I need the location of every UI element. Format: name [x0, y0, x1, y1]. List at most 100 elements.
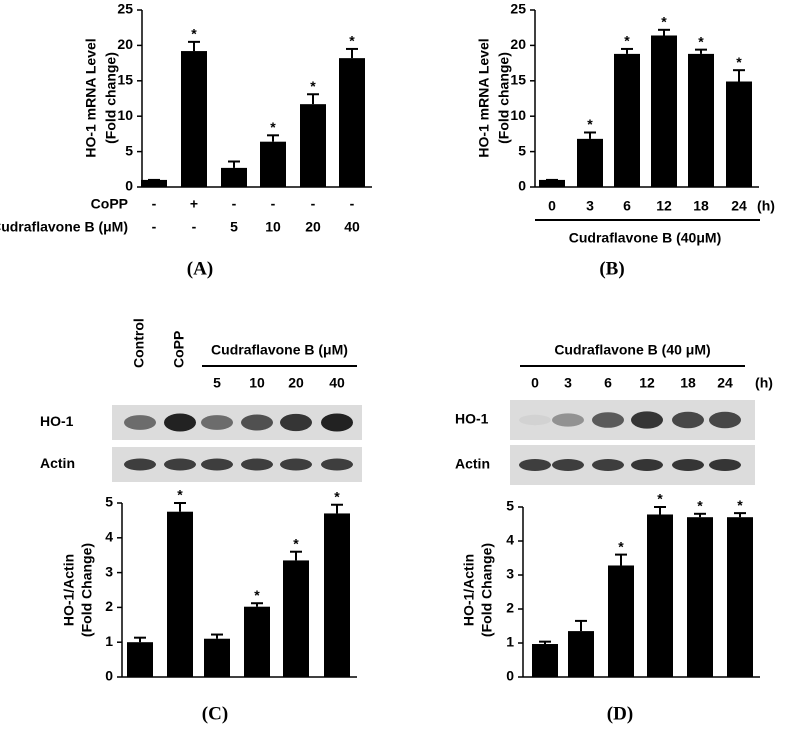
y-tick-label: 5: [518, 142, 526, 158]
blot-band: [592, 459, 624, 471]
x-row-value: 10: [265, 219, 281, 235]
x-tick-label: 0: [548, 198, 556, 214]
bar: [687, 517, 713, 677]
blot-band: [241, 458, 273, 471]
bar: [727, 517, 753, 677]
y-tick-label: 20: [510, 36, 526, 52]
blot-row-label: Actin: [40, 455, 75, 471]
y-axis-label: HO-1 mRNA Level: [83, 38, 99, 157]
significance-mark: *: [349, 33, 355, 49]
blot-band: [164, 458, 196, 471]
x-row-value: -: [232, 196, 237, 212]
lane-label: 10: [249, 375, 265, 391]
bar: [244, 606, 270, 677]
blot-band: [124, 415, 156, 430]
blot-band: [201, 415, 233, 430]
blot-band: [631, 411, 663, 429]
x-unit: (h): [757, 198, 775, 214]
bar: [532, 644, 558, 677]
y-tick-label: 1: [506, 634, 514, 650]
significance-mark: *: [624, 33, 630, 49]
significance-mark: *: [618, 538, 624, 554]
significance-mark: *: [661, 14, 667, 30]
bar: [127, 642, 153, 677]
x-row-value: -: [311, 196, 316, 212]
bar: [283, 560, 309, 677]
y-tick-label: 4: [506, 532, 514, 548]
x-row-value: -: [152, 196, 157, 212]
bar: [221, 167, 247, 187]
y-tick-label: 25: [117, 1, 133, 17]
group-label: Cudraflavone B (μM): [211, 342, 348, 358]
y-axis-label: HO-1 mRNA Level: [476, 38, 492, 157]
y-tick-label: 25: [510, 1, 526, 17]
x-axis-label: Cudraflavone B (40μM): [569, 230, 721, 246]
y-axis-label: (Fold change): [103, 52, 119, 144]
lane-label: 20: [288, 375, 304, 391]
x-row-value: -: [271, 196, 276, 212]
bar: [339, 58, 365, 188]
panel-label: (C): [202, 703, 228, 724]
x-row-label: Cudraflavone B (μM): [0, 219, 128, 235]
blot-band: [280, 458, 312, 471]
lane-unit: (h): [755, 375, 773, 391]
blot-band: [321, 413, 353, 432]
blot-row-label: HO-1: [455, 411, 489, 427]
bar: [204, 638, 230, 677]
lane-label: 40: [329, 375, 345, 391]
significance-mark: *: [293, 535, 299, 551]
significance-mark: *: [334, 488, 340, 504]
x-tick-label: 12: [656, 198, 672, 214]
group-label: Cudraflavone B (40 μM): [554, 342, 710, 358]
y-axis-label: (Fold change): [496, 52, 512, 144]
bar: [726, 81, 752, 187]
blot-band: [201, 458, 233, 471]
blot-band: [321, 458, 353, 471]
y-axis-label: (Fold Change): [479, 543, 495, 637]
blot-band: [519, 459, 551, 471]
bar: [577, 138, 603, 187]
x-row-value: 40: [344, 219, 360, 235]
blot-band: [280, 413, 312, 432]
y-tick-label: 10: [117, 107, 133, 123]
lane-label: 18: [680, 375, 696, 391]
significance-mark: *: [698, 33, 704, 49]
blot-band: [124, 458, 156, 471]
blot-band: [709, 411, 741, 429]
lane-label: 12: [639, 375, 655, 391]
lane-label: 0: [531, 375, 539, 391]
bar: [324, 513, 350, 677]
x-row-value: -: [152, 219, 157, 235]
blot-row-label: HO-1: [40, 413, 74, 429]
blot-band: [631, 459, 663, 471]
bar: [260, 141, 286, 187]
y-tick-label: 3: [105, 563, 113, 579]
blot-band: [164, 413, 196, 432]
blot-band: [672, 411, 704, 429]
y-axis-label: HO-1/Actin: [61, 554, 77, 626]
y-tick-label: 0: [105, 668, 113, 684]
lane-label: 5: [213, 375, 221, 391]
x-row-value: -: [192, 219, 197, 235]
lane-label: 6: [604, 375, 612, 391]
y-tick-label: 15: [510, 72, 526, 88]
y-tick-label: 1: [105, 633, 113, 649]
panel-label: (A): [187, 258, 213, 279]
x-row-value: 5: [230, 219, 238, 235]
significance-mark: *: [737, 497, 743, 513]
y-tick-label: 2: [506, 600, 514, 616]
significance-mark: *: [270, 119, 276, 135]
y-tick-label: 2: [105, 598, 113, 614]
bar: [647, 514, 673, 677]
bar: [181, 51, 207, 188]
lane-label: 24: [717, 375, 733, 391]
blot-band: [552, 413, 584, 427]
lane-label: 3: [564, 375, 572, 391]
y-tick-label: 5: [105, 494, 113, 510]
significance-mark: *: [254, 587, 260, 603]
blot-band: [519, 414, 551, 426]
x-tick-label: 3: [586, 198, 594, 214]
significance-mark: *: [310, 78, 316, 94]
significance-mark: *: [736, 54, 742, 70]
significance-mark: *: [177, 487, 183, 503]
